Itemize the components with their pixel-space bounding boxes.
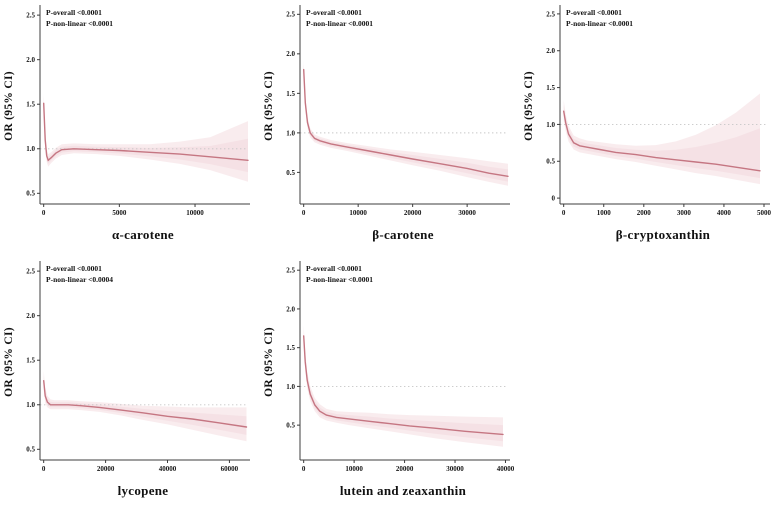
x-tick-label: 0 <box>562 209 566 217</box>
x-tick-label: 1000 <box>597 209 612 217</box>
y-tick-label: 2.0 <box>546 47 555 55</box>
x-tick-label: 4000 <box>717 209 732 217</box>
y-tick-label: 0.5 <box>26 190 35 198</box>
y-tick-label: 2.5 <box>286 267 295 275</box>
p-nonlinear-text: P-non-linear <0.0004 <box>46 275 114 285</box>
y-tick-label: 1.5 <box>286 344 295 352</box>
ci-band-inner <box>303 330 503 442</box>
chart-title: lutein and zeaxanthin <box>339 483 467 498</box>
chart-title: α-carotene <box>112 227 174 242</box>
p-overall-text: P-overall <0.0001 <box>306 264 362 273</box>
y-tick-label: 2.5 <box>286 11 295 19</box>
p-nonlinear-text: P-non-linear <0.0001 <box>46 19 114 29</box>
y-tick-label: 1.5 <box>26 101 35 109</box>
x-tick-label: 5000 <box>112 209 127 217</box>
ci-band-inner <box>43 97 249 173</box>
y-tick-label: 2.0 <box>286 50 295 58</box>
chart-panel-beta-cryptoxanthin: OR (95% CI) 0 0.5 1.0 1.5 2.0 2.5 0 1000 2000 3000… <box>520 0 780 256</box>
chart-panel-beta-carotene: OR (95% CI) 0.5 1.0 1.5 2.0 2.5 0 10000 20000 300… <box>260 0 520 256</box>
p-nonlinear-text: P-non-linear <0.0001 <box>566 19 634 29</box>
x-tick-label: 0 <box>42 209 46 217</box>
p-values: P-overall <0.0001 P-non-linear <0.0004 <box>46 263 113 286</box>
x-tick-label: 5000 <box>757 209 772 217</box>
or-curve <box>303 68 509 177</box>
chart-title: β-carotene <box>372 227 434 242</box>
x-tick-label: 3000 <box>677 209 692 217</box>
y-tick-label: 2.5 <box>546 10 555 18</box>
chart-title: β-cryptoxanthin <box>615 227 711 242</box>
y-tick-label: 0 <box>552 195 556 203</box>
chart-panel-alpha-carotene: OR (95% CI) 0.5 1.0 1.5 2.0 2.5 0 5000 10000 P-ov… <box>0 0 260 256</box>
x-tick-label: 2000 <box>637 209 652 217</box>
p-overall-text: P-overall <0.0001 <box>46 264 102 273</box>
y-tick-label: 2.5 <box>26 12 35 20</box>
p-values: P-overall <0.0001 P-non-linear <0.0001 <box>46 7 113 30</box>
x-tick-label: 40000 <box>497 465 515 473</box>
y-tick-label: 1.5 <box>546 84 555 92</box>
x-tick-label: 0 <box>302 209 306 217</box>
p-overall-text: P-overall <0.0001 <box>46 8 102 17</box>
x-tick-label: 40000 <box>159 465 177 473</box>
p-nonlinear-text: P-non-linear <0.0001 <box>306 275 374 285</box>
y-tick-label: 0.5 <box>546 158 555 166</box>
y-tick-label: 1.0 <box>26 401 35 409</box>
ci-band <box>43 93 249 182</box>
plot-alpha-carotene: 0.5 1.0 1.5 2.0 2.5 0 5000 10000 <box>26 5 250 217</box>
y-tick-label: 0.5 <box>286 169 295 177</box>
plot-lutein-and-zeaxanthin: 0.5 1.0 1.5 2.0 2.5 0 10000 20000 30000 40000 <box>286 261 515 473</box>
chart-panel-lycopene: OR (95% CI) 0.5 1.0 1.5 2.0 2.5 0 20000 40000 600… <box>0 256 260 512</box>
or-curve <box>43 380 248 428</box>
x-tick-label: 10000 <box>186 209 204 217</box>
x-tick-label: 20000 <box>404 209 422 217</box>
plot-beta-cryptoxanthin: 0 0.5 1.0 1.5 2.0 2.5 0 1000 2000 3000 4000 5000 <box>546 5 772 217</box>
x-tick-label: 10000 <box>349 209 367 217</box>
x-tick-label: 0 <box>42 465 46 473</box>
chart-panel-lutein-and-zeaxanthin: OR (95% CI) 0.5 1.0 1.5 2.0 2.5 0 10000 20000 300… <box>260 256 520 512</box>
y-tick-label: 1.5 <box>286 90 295 98</box>
chart-title: lycopene <box>117 483 169 498</box>
x-tick-label: 0 <box>302 465 306 473</box>
x-tick-label: 20000 <box>97 465 115 473</box>
y-tick-label: 2.5 <box>26 268 35 276</box>
or-curve <box>303 335 504 436</box>
y-tick-label: 2.0 <box>26 312 35 320</box>
p-nonlinear-text: P-non-linear <0.0001 <box>306 19 374 29</box>
p-values: P-overall <0.0001 P-non-linear <0.0001 <box>306 7 373 30</box>
x-tick-label: 10000 <box>345 465 363 473</box>
y-tick-label: 2.0 <box>286 305 295 313</box>
y-tick-label: 0.5 <box>26 446 35 454</box>
y-tick-label: 1.0 <box>546 121 555 129</box>
p-overall-text: P-overall <0.0001 <box>306 8 362 17</box>
plot-lycopene: 0.5 1.0 1.5 2.0 2.5 0 20000 40000 60000 <box>26 261 250 473</box>
y-tick-label: 2.0 <box>26 56 35 64</box>
x-tick-label: 30000 <box>446 465 464 473</box>
y-tick-label: 1.5 <box>26 357 35 365</box>
plot-beta-carotene: 0.5 1.0 1.5 2.0 2.5 0 10000 20000 30000 <box>286 5 510 217</box>
or-curve <box>43 102 249 162</box>
or-curve <box>563 110 761 172</box>
ci-band-inner <box>563 105 760 179</box>
x-tick-label: 30000 <box>458 209 476 217</box>
y-tick-label: 1.0 <box>286 383 295 391</box>
y-tick-label: 1.0 <box>26 145 35 153</box>
p-overall-text: P-overall <0.0001 <box>566 8 622 17</box>
x-tick-label: 20000 <box>396 465 414 473</box>
p-values: P-overall <0.0001 P-non-linear <0.0001 <box>306 263 373 286</box>
p-values: P-overall <0.0001 P-non-linear <0.0001 <box>566 7 633 30</box>
x-tick-label: 60000 <box>221 465 239 473</box>
y-tick-label: 0.5 <box>286 422 295 430</box>
y-tick-label: 1.0 <box>286 129 295 137</box>
